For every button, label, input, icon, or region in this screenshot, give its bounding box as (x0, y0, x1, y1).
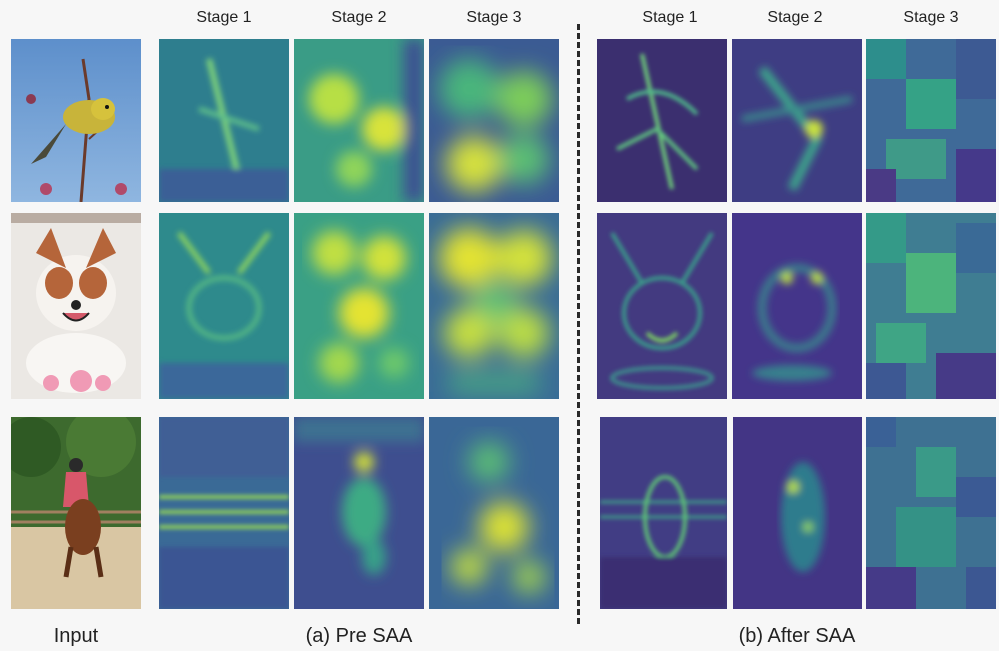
pre-saa-stage-3-horse-rider-heatmap (429, 417, 559, 609)
after-stage-2-label: Stage 2 (767, 9, 823, 26)
input-caption: Input (53, 625, 99, 647)
pre-stage-1-label: Stage 1 (196, 9, 252, 26)
divider-dashed-line (577, 24, 580, 624)
after-stage-1-label: Stage 1 (642, 9, 698, 26)
after-saa-stage-1-bird-heatmap (597, 39, 727, 202)
after-saa-stage-1-dog-heatmap (597, 213, 727, 399)
input-image-bird (11, 39, 141, 202)
pre-saa-stage-3-bird-heatmap (429, 39, 559, 202)
after-saa-stage-3-horse-rider-heatmap (866, 417, 996, 609)
after-saa-caption: (b) After SAA (738, 625, 856, 647)
after-saa-stage-1-horse-rider-heatmap (600, 417, 727, 609)
after-saa-stage-3-bird-heatmap (866, 39, 996, 202)
pre-saa-stage-2-horse-rider-heatmap (294, 417, 424, 609)
pre-saa-stage-1-bird-heatmap (159, 39, 289, 202)
pre-stage-2-label: Stage 2 (331, 9, 387, 26)
pre-saa-stage-1-horse-rider-heatmap (159, 417, 289, 609)
pre-saa-stage-1-dog-heatmap (159, 213, 289, 399)
after-saa-stage-3-dog-heatmap (866, 213, 996, 399)
input-image-horse-rider (11, 417, 141, 609)
after-saa-stage-2-dog-heatmap (732, 213, 862, 399)
after-saa-stage-2-horse-rider-heatmap (733, 417, 862, 609)
pre-saa-stage-3-dog-heatmap (429, 213, 559, 399)
pre-saa-stage-2-bird-heatmap (294, 39, 424, 202)
pre-saa-stage-2-dog-heatmap (294, 213, 424, 399)
pre-stage-3-label: Stage 3 (466, 9, 522, 26)
input-image-dog (11, 213, 141, 399)
pre-saa-caption: (a) Pre SAA (305, 625, 413, 647)
after-saa-stage-2-bird-heatmap (732, 39, 862, 202)
after-stage-3-label: Stage 3 (903, 9, 959, 26)
